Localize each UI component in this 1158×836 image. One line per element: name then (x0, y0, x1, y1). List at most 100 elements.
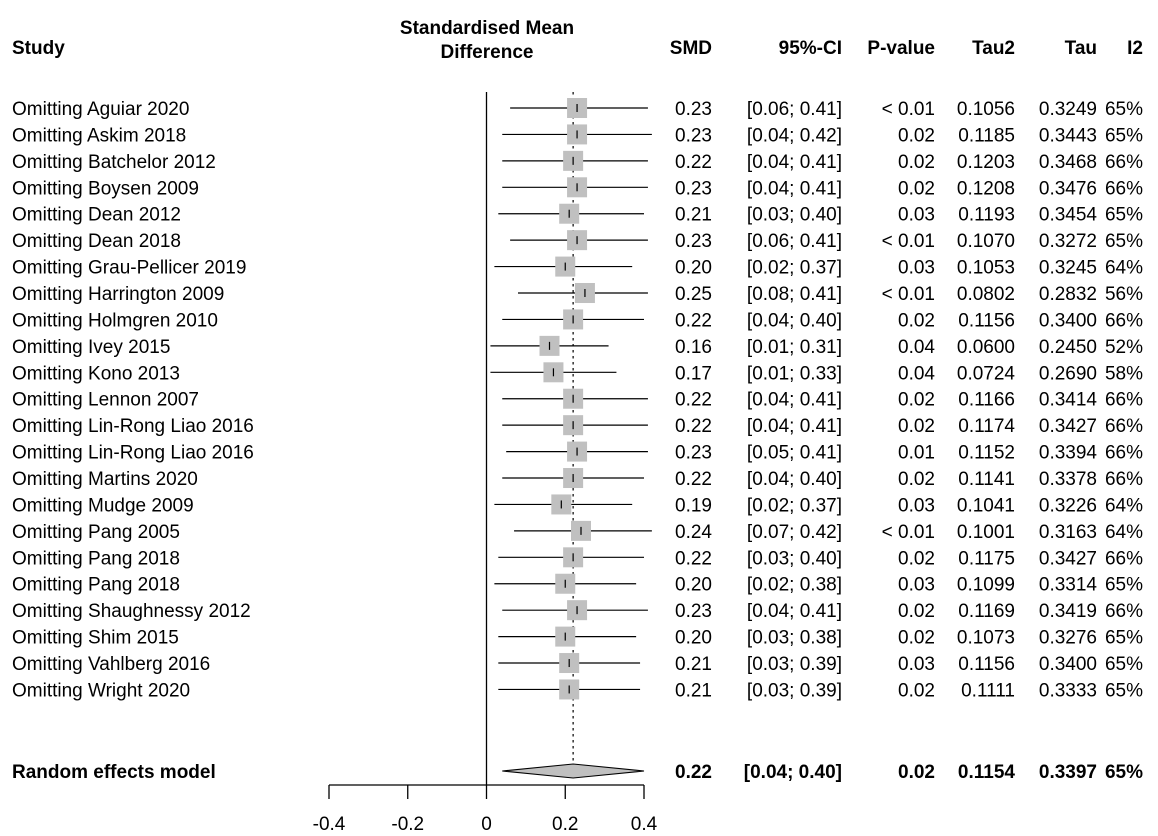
smd-value: 0.23 (675, 443, 712, 464)
i2-value: 66% (1105, 178, 1143, 199)
tau2-value: 0.1208 (957, 178, 1015, 199)
x-tick-label: 0.2 (552, 814, 578, 835)
p-value: 0.02 (898, 469, 935, 490)
smd-value: 0.25 (675, 284, 712, 305)
p-value: 0.02 (898, 310, 935, 331)
header-pvalue: P-value (867, 38, 935, 59)
study-row: Omitting Lennon 2007 0.22 [0.04; 0.41] 0.02… (12, 388, 1143, 411)
ci-value: [0.05; 0.41] (747, 443, 842, 464)
study-row: Omitting Shaughnessy 2012 0.23 [0.04; 0.41… (12, 600, 1143, 622)
p-value: 0.02 (898, 416, 935, 437)
tau2-value: 0.0802 (957, 284, 1015, 305)
study-row: Omitting Dean 2012 0.21 [0.03; 0.40] 0.03 0.… (12, 203, 1143, 226)
study-row: Omitting Grau-Pellicer 2019 0.20 [0.02; 0.… (12, 256, 1143, 279)
p-value: 0.03 (898, 575, 935, 596)
study-row: Omitting Harrington 2009 0.25 [0.08; 0.41]… (12, 283, 1143, 305)
study-row: Omitting Martins 2020 0.22 [0.04; 0.40] 0.0… (12, 468, 1143, 490)
smd-value: 0.23 (675, 125, 712, 146)
p-value: 0.04 (898, 337, 935, 358)
smd-value: 0.23 (675, 178, 712, 199)
smd-value: 0.16 (675, 337, 712, 358)
p-value: 0.02 (898, 680, 935, 701)
smd-value: 0.22 (675, 469, 712, 490)
ci-value: [0.04; 0.41] (747, 601, 842, 622)
study-label: Omitting Dean 2012 (12, 205, 181, 226)
i2-value: 65% (1105, 654, 1143, 675)
study-row: Omitting Lin-Rong Liao 2016 0.22 [0.04; 0.… (12, 415, 1143, 437)
smd-value: 0.17 (675, 363, 712, 384)
tau-value: 0.3249 (1039, 99, 1097, 120)
ci-value: [0.03; 0.39] (747, 654, 842, 675)
tau-value: 0.3454 (1039, 205, 1098, 226)
p-value: < 0.01 (882, 231, 935, 252)
tau-value: 0.3468 (1039, 152, 1097, 173)
tau2-value: 0.1203 (957, 152, 1015, 173)
study-label: Omitting Pang 2018 (12, 548, 180, 569)
p-value: 0.03 (898, 495, 935, 516)
ci-value: [0.03; 0.40] (747, 205, 842, 226)
tau2-value: 0.1156 (958, 310, 1015, 331)
p-value: 0.02 (898, 548, 935, 569)
i2-value: 65% (1105, 680, 1143, 701)
i2-value: 64% (1105, 495, 1143, 516)
smd-value: 0.21 (675, 205, 712, 226)
tau2-value: 0.1141 (958, 469, 1015, 490)
p-value: 0.03 (898, 654, 935, 675)
i2-value: 66% (1105, 416, 1143, 437)
summary-diamond (502, 763, 645, 779)
i2-value: 65% (1105, 231, 1143, 252)
header-smd: SMD (670, 38, 712, 59)
smd-value: 0.22 (675, 390, 712, 411)
ci-value: [0.04; 0.41] (747, 178, 842, 199)
tau2-value: 0.1174 (958, 416, 1015, 437)
summary-smd: 0.22 (675, 762, 712, 783)
tau-value: 0.3427 (1039, 548, 1097, 569)
study-row: Omitting Pang 2018 0.20 [0.02; 0.38] 0.03 0.… (12, 573, 1143, 596)
summary-tau: 0.3397 (1039, 762, 1097, 783)
i2-value: 66% (1105, 310, 1143, 331)
study-label: Omitting Ivey 2015 (12, 337, 170, 358)
smd-value: 0.23 (675, 231, 712, 252)
header-study: Study (12, 38, 65, 59)
tau-value: 0.3378 (1039, 469, 1097, 490)
tau2-value: 0.1185 (958, 125, 1015, 146)
smd-value: 0.22 (675, 416, 712, 437)
study-label: Omitting Askim 2018 (12, 125, 186, 146)
study-label: Omitting Aguiar 2020 (12, 99, 189, 120)
tau2-value: 0.1175 (958, 548, 1015, 569)
i2-value: 64% (1105, 522, 1143, 543)
tau-value: 0.3314 (1039, 575, 1098, 596)
summary-ci: [0.04; 0.40] (744, 762, 842, 783)
p-value: 0.02 (898, 390, 935, 411)
ci-value: [0.03; 0.40] (747, 548, 842, 569)
i2-value: 65% (1105, 628, 1143, 649)
tau-value: 0.3476 (1039, 178, 1097, 199)
p-value: 0.03 (898, 205, 935, 226)
ci-value: [0.01; 0.31] (747, 337, 842, 358)
study-row: Omitting Mudge 2009 0.19 [0.02; 0.37] 0.03 0… (12, 494, 1143, 516)
ci-value: [0.04; 0.41] (747, 152, 842, 173)
i2-value: 65% (1105, 99, 1143, 120)
tau-value: 0.3226 (1039, 495, 1097, 516)
study-row: Omitting Aguiar 2020 0.23 [0.06; 0.41] < 0.… (12, 98, 1143, 120)
study-label: Omitting Dean 2018 (12, 231, 181, 252)
i2-value: 66% (1105, 548, 1143, 569)
ci-value: [0.07; 0.42] (747, 522, 842, 543)
smd-value: 0.24 (675, 522, 712, 543)
tau-value: 0.3414 (1039, 390, 1098, 411)
p-value: 0.01 (898, 443, 935, 464)
ci-value: [0.04; 0.40] (747, 310, 842, 331)
tau2-value: 0.1073 (957, 628, 1015, 649)
smd-value: 0.23 (675, 99, 712, 120)
p-value: < 0.01 (882, 284, 935, 305)
study-label: Omitting Vahlberg 2016 (12, 654, 210, 675)
tau2-value: 0.1193 (958, 205, 1015, 226)
study-label: Omitting Kono 2013 (12, 363, 180, 384)
study-row: Omitting Wright 2020 0.21 [0.03; 0.39] 0.02… (12, 679, 1143, 701)
study-label: Omitting Shaughnessy 2012 (12, 601, 251, 622)
ci-value: [0.02; 0.37] (747, 495, 842, 516)
i2-value: 66% (1105, 443, 1143, 464)
i2-value: 52% (1105, 337, 1143, 358)
summary-tau2: 0.1154 (958, 762, 1015, 783)
